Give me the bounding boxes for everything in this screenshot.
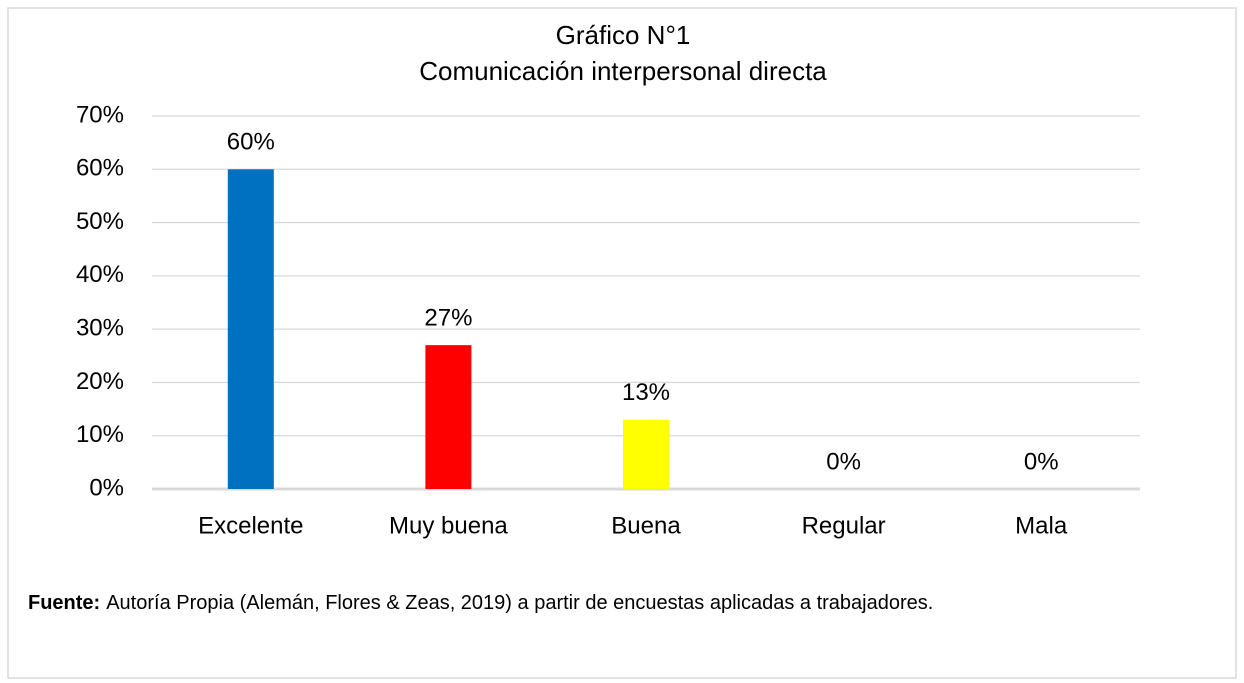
value-label: 0% — [826, 448, 861, 475]
source-label: Fuente: — [28, 592, 100, 614]
bar — [227, 169, 274, 490]
bar — [623, 419, 669, 489]
x-tick-label: Buena — [611, 512, 681, 539]
y-tick-label: 50% — [76, 208, 124, 235]
value-label: 60% — [227, 129, 275, 156]
x-tick-label: Regular — [802, 512, 886, 539]
x-tick-label: Excelente — [198, 512, 303, 539]
chart-title: Gráfico N°1 — [556, 20, 691, 50]
chart-subtitle: Comunicación interpersonal directa — [419, 56, 827, 86]
bar — [425, 345, 472, 489]
y-tick-label: 0% — [89, 474, 124, 501]
y-tick-label: 60% — [76, 155, 124, 182]
x-tick-label: Mala — [1015, 512, 1068, 539]
x-tick-label: Muy buena — [389, 512, 508, 539]
y-tick-label: 20% — [76, 368, 124, 395]
value-label: 0% — [1024, 448, 1059, 475]
source-note: Fuente: Autoría Propia (Alemán, Flores & … — [28, 592, 933, 614]
source-text: Autoría Propia (Alemán, Flores & Zeas, 2… — [106, 592, 933, 614]
chart-border — [7, 7, 1237, 679]
value-label: 13% — [622, 379, 670, 406]
y-tick-label: 10% — [76, 421, 124, 448]
value-label: 27% — [424, 304, 472, 331]
y-tick-label: 40% — [76, 261, 124, 288]
y-tick-label: 30% — [76, 314, 124, 341]
y-tick-label: 70% — [76, 101, 124, 128]
